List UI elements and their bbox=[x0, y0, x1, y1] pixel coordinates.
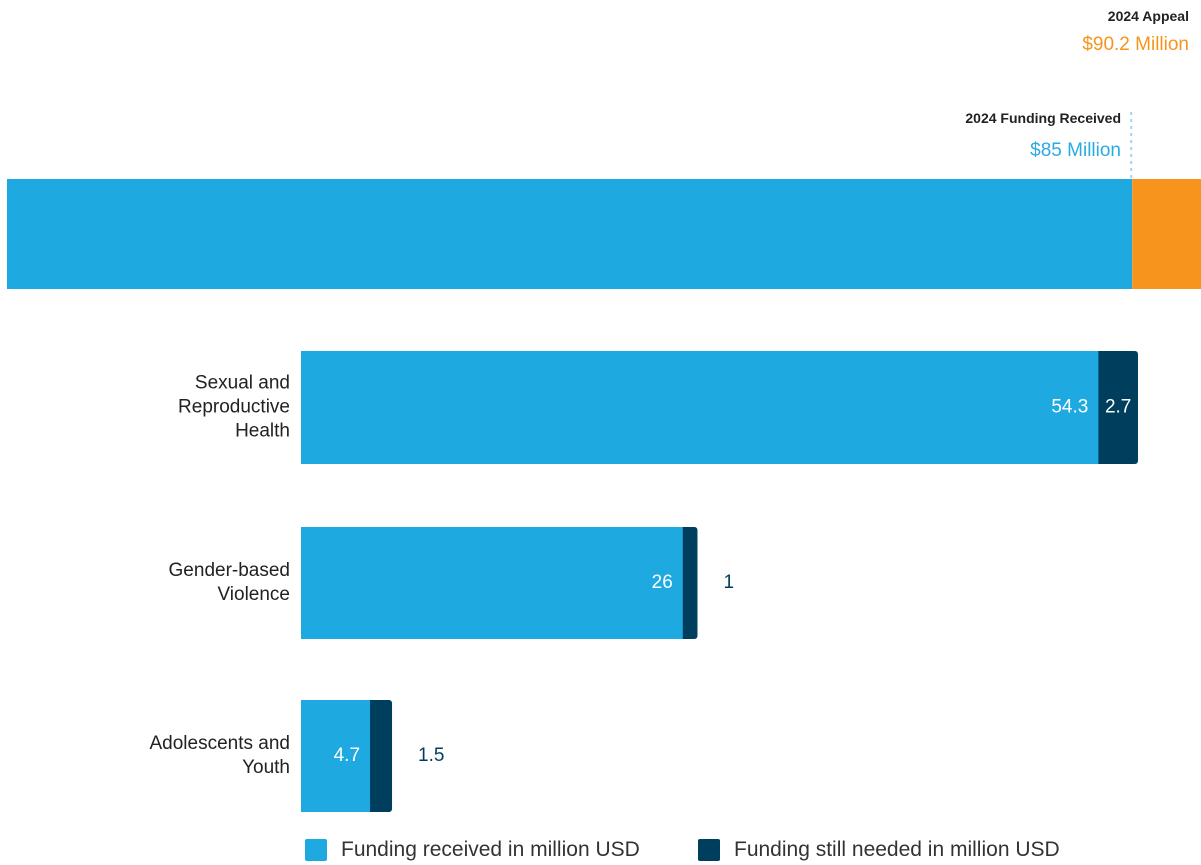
funding-chart: 54.3 2.7 Sexual and Reproductive Health 26 1 Ge… bbox=[7, 112, 1201, 812]
label-received-gender-based-violence: 26 bbox=[652, 572, 673, 593]
label-needed-sexual-and-reproductive-health: 2.7 bbox=[1105, 397, 1131, 418]
appeal-title: 2024 Appeal bbox=[1107, 8, 1189, 24]
summary-bar-remaining bbox=[1132, 179, 1201, 289]
summary-bar-received bbox=[7, 179, 1133, 289]
category-label-line: Violence bbox=[217, 584, 290, 605]
legend-item-received: Funding received in million USD bbox=[305, 838, 640, 862]
legend-item-needed: Funding still needed in million USD bbox=[698, 838, 1060, 862]
label-needed-gender-based-violence: 1 bbox=[723, 572, 734, 593]
category-label-line: Health bbox=[235, 421, 290, 442]
bar-needed-gender-based-violence bbox=[678, 527, 698, 639]
legend-label-needed: Funding still needed in million USD bbox=[734, 838, 1060, 861]
category-label-gender-based-violence: Gender-based Violence bbox=[169, 560, 290, 605]
funding-received-title: 2024 Funding Received bbox=[965, 110, 1121, 126]
category-label-line: Youth bbox=[242, 757, 290, 778]
category-label-adolescents-and-youth: Adolescents and Youth bbox=[150, 733, 291, 778]
category-label-line: Sexual and bbox=[195, 373, 290, 394]
legend-swatch-received bbox=[305, 839, 327, 861]
legend: Funding received in million USD Funding … bbox=[0, 838, 1201, 864]
label-received-sexual-and-reproductive-health: 54.3 bbox=[1051, 397, 1088, 418]
bar-needed-adolescents-and-youth bbox=[366, 700, 393, 812]
legend-label-received: Funding received in million USD bbox=[341, 838, 640, 861]
label-needed-adolescents-and-youth: 1.5 bbox=[418, 745, 444, 766]
bar-received-sexual-and-reproductive-health bbox=[301, 351, 1099, 464]
category-label-line: Adolescents and bbox=[150, 733, 291, 754]
bar-received-adolescents-and-youth bbox=[301, 700, 371, 812]
bar-received-gender-based-violence bbox=[301, 527, 683, 639]
category-label-line: Gender-based bbox=[169, 560, 290, 581]
legend-swatch-needed bbox=[698, 839, 720, 861]
bar-needed-sexual-and-reproductive-health bbox=[1094, 351, 1138, 464]
label-received-adolescents-and-youth: 4.7 bbox=[334, 745, 360, 766]
category-label-sexual-and-reproductive-health: Sexual and Reproductive Health bbox=[178, 373, 290, 442]
funding-received-value: $85 Million bbox=[1030, 140, 1121, 161]
appeal-value: $90.2 Million bbox=[1082, 34, 1189, 55]
category-label-line: Reproductive bbox=[178, 397, 290, 418]
